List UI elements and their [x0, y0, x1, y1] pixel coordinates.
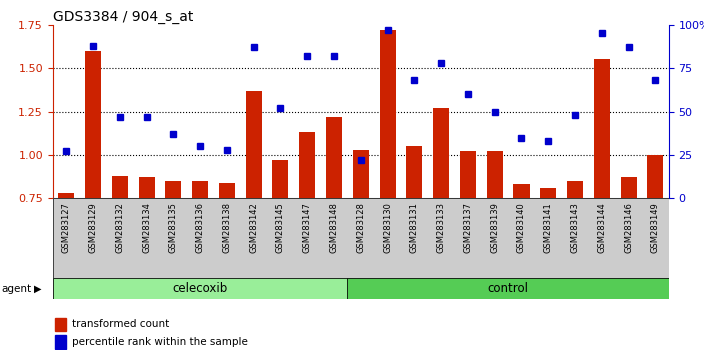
- Bar: [219, 183, 235, 198]
- Text: GSM283149: GSM283149: [651, 202, 660, 253]
- Text: GSM283129: GSM283129: [89, 202, 97, 253]
- Bar: [379, 30, 396, 198]
- Bar: [347, 278, 669, 299]
- Bar: [567, 181, 583, 198]
- Text: GSM283143: GSM283143: [570, 202, 579, 253]
- Text: GSM283139: GSM283139: [490, 202, 499, 253]
- Text: transformed count: transformed count: [72, 319, 169, 329]
- Text: GSM283136: GSM283136: [196, 202, 205, 253]
- Bar: [58, 193, 74, 198]
- Bar: [299, 132, 315, 198]
- Bar: [406, 146, 422, 198]
- Text: GSM283141: GSM283141: [543, 202, 553, 253]
- Text: control: control: [488, 282, 529, 295]
- Bar: [139, 177, 155, 198]
- Bar: [433, 108, 449, 198]
- Bar: [486, 152, 503, 198]
- Text: ▶: ▶: [34, 284, 42, 293]
- Bar: [53, 198, 669, 278]
- Bar: [460, 152, 476, 198]
- Bar: [353, 150, 369, 198]
- Text: agent: agent: [1, 284, 32, 293]
- Text: GSM283135: GSM283135: [169, 202, 178, 253]
- Bar: [648, 155, 663, 198]
- Text: GDS3384 / 904_s_at: GDS3384 / 904_s_at: [53, 10, 193, 24]
- Text: GSM283128: GSM283128: [356, 202, 365, 253]
- Bar: [513, 184, 529, 198]
- Bar: [540, 188, 556, 198]
- Text: GSM283140: GSM283140: [517, 202, 526, 253]
- Bar: [593, 59, 610, 198]
- Text: GSM283146: GSM283146: [624, 202, 633, 253]
- Bar: [53, 278, 669, 299]
- Bar: [192, 181, 208, 198]
- Text: GSM283133: GSM283133: [436, 202, 446, 253]
- Bar: [272, 160, 289, 198]
- Bar: [55, 318, 66, 331]
- Text: GSM283130: GSM283130: [383, 202, 392, 253]
- Text: GSM283134: GSM283134: [142, 202, 151, 253]
- Bar: [165, 181, 182, 198]
- Text: percentile rank within the sample: percentile rank within the sample: [72, 337, 247, 347]
- Bar: [85, 51, 101, 198]
- Text: GSM283127: GSM283127: [62, 202, 70, 253]
- Bar: [326, 117, 342, 198]
- Text: GSM283144: GSM283144: [597, 202, 606, 253]
- Text: GSM283137: GSM283137: [463, 202, 472, 253]
- Text: GSM283142: GSM283142: [249, 202, 258, 253]
- Bar: [112, 176, 128, 198]
- Text: celecoxib: celecoxib: [172, 282, 227, 295]
- Text: GSM283138: GSM283138: [222, 202, 232, 253]
- Text: GSM283148: GSM283148: [329, 202, 339, 253]
- Text: GSM283147: GSM283147: [303, 202, 312, 253]
- Bar: [246, 91, 262, 198]
- Text: GSM283131: GSM283131: [410, 202, 419, 253]
- Bar: [53, 278, 347, 299]
- Text: GSM283145: GSM283145: [276, 202, 285, 253]
- Bar: [55, 335, 66, 349]
- Text: GSM283132: GSM283132: [115, 202, 125, 253]
- Bar: [621, 177, 636, 198]
